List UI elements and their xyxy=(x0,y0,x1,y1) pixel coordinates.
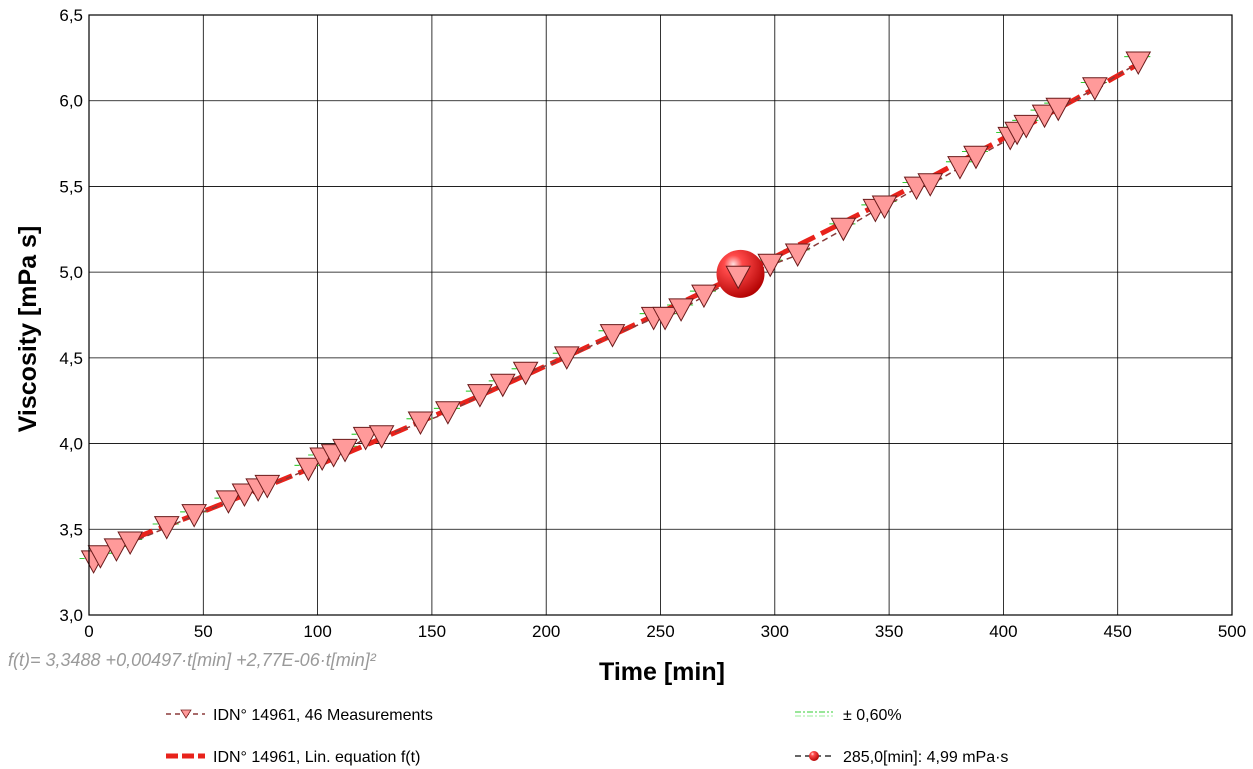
data-point xyxy=(553,346,580,370)
y-tick-label: 6,0 xyxy=(59,92,83,111)
data-point xyxy=(295,457,322,482)
x-tick-label: 150 xyxy=(418,622,446,641)
data-point xyxy=(599,324,626,348)
legend-item-measurements: IDN° 14961, 46 Measurements xyxy=(166,707,433,724)
data-point xyxy=(407,411,434,436)
legend-label-measurements: IDN° 14961, 46 Measurements xyxy=(213,707,433,724)
y-tick-label: 5,0 xyxy=(59,263,83,282)
tick-labels: 0 50 100 150 200 250 300 350 400 450 500 3,0 3,5 4,0 4… xyxy=(59,6,1246,641)
x-tick-label: 100 xyxy=(303,622,331,641)
y-tick-label: 4,5 xyxy=(59,349,83,368)
data-point xyxy=(903,176,930,201)
legend-item-fit: IDN° 14961, Lin. equation f(t) xyxy=(166,749,420,766)
legend-item-highlight: 285,0[min]: 4,99 mPa·s xyxy=(795,749,1008,766)
data-point xyxy=(87,545,114,569)
legend-label-tolerance: ± 0,60% xyxy=(843,707,902,724)
data-point xyxy=(871,195,898,220)
data-point xyxy=(181,504,207,528)
x-axis-title: Time [min] xyxy=(599,658,725,686)
y-tick-label: 3,5 xyxy=(59,520,83,539)
legend-item-tolerance: ± 0,60% xyxy=(795,707,902,724)
y-tick-label: 4,0 xyxy=(59,435,83,454)
data-point xyxy=(1125,51,1152,76)
data-point xyxy=(784,243,811,268)
x-tick-label: 250 xyxy=(646,622,674,641)
data-point xyxy=(352,426,379,451)
legend-triangle-icon xyxy=(180,709,192,719)
legend-label-fit: IDN° 14961, Lin. equation f(t) xyxy=(213,749,420,766)
x-tick-label: 300 xyxy=(761,622,789,641)
y-tick-label: 6,5 xyxy=(59,6,83,25)
data-point xyxy=(435,401,461,425)
data-point xyxy=(1081,77,1108,101)
data-point xyxy=(652,306,678,331)
data-point xyxy=(1013,114,1040,139)
data-point xyxy=(332,438,358,463)
data-point xyxy=(103,538,130,562)
data-point xyxy=(215,490,242,514)
x-tick-label: 350 xyxy=(875,622,903,641)
legend: IDN° 14961, 46 Measurements IDN° 14961, … xyxy=(166,707,1008,766)
x-tick-label: 450 xyxy=(1104,622,1132,641)
data-point xyxy=(725,265,752,290)
x-tick-label: 0 xyxy=(84,622,93,641)
data-point xyxy=(117,531,143,556)
data-point xyxy=(512,361,539,386)
fit-line xyxy=(88,60,1142,558)
y-tick-label: 5,5 xyxy=(59,177,83,196)
x-tick-label: 200 xyxy=(532,622,560,641)
measurement-markers xyxy=(80,51,1152,574)
data-point xyxy=(691,284,717,309)
x-tick-label: 400 xyxy=(989,622,1017,641)
data-point xyxy=(467,384,493,408)
data-point xyxy=(254,474,281,499)
legend-label-highlight: 285,0[min]: 4,99 mPa·s xyxy=(843,749,1008,766)
y-tick-label: 3,0 xyxy=(59,606,83,625)
data-point xyxy=(231,483,258,508)
data-point xyxy=(917,173,944,197)
data-point xyxy=(1031,104,1058,129)
legend-ball-icon xyxy=(809,751,819,761)
data-point xyxy=(947,156,973,180)
data-point xyxy=(963,145,989,170)
y-axis-title: Viscosity [mPa s] xyxy=(14,226,42,433)
data-point xyxy=(830,217,857,242)
tolerance-band xyxy=(79,56,1153,559)
data-point xyxy=(368,425,395,449)
x-tick-label: 50 xyxy=(194,622,213,641)
data-point xyxy=(668,298,694,322)
data-point xyxy=(153,516,180,540)
fit-equation: f(t)= 3,3488 +0,00497·t[min] +2,77E-06·t… xyxy=(8,650,377,670)
x-tick-label: 500 xyxy=(1218,622,1246,641)
data-point xyxy=(1045,97,1072,122)
data-point xyxy=(489,373,516,398)
plot-frame xyxy=(88,14,1233,616)
data-point xyxy=(757,253,784,278)
